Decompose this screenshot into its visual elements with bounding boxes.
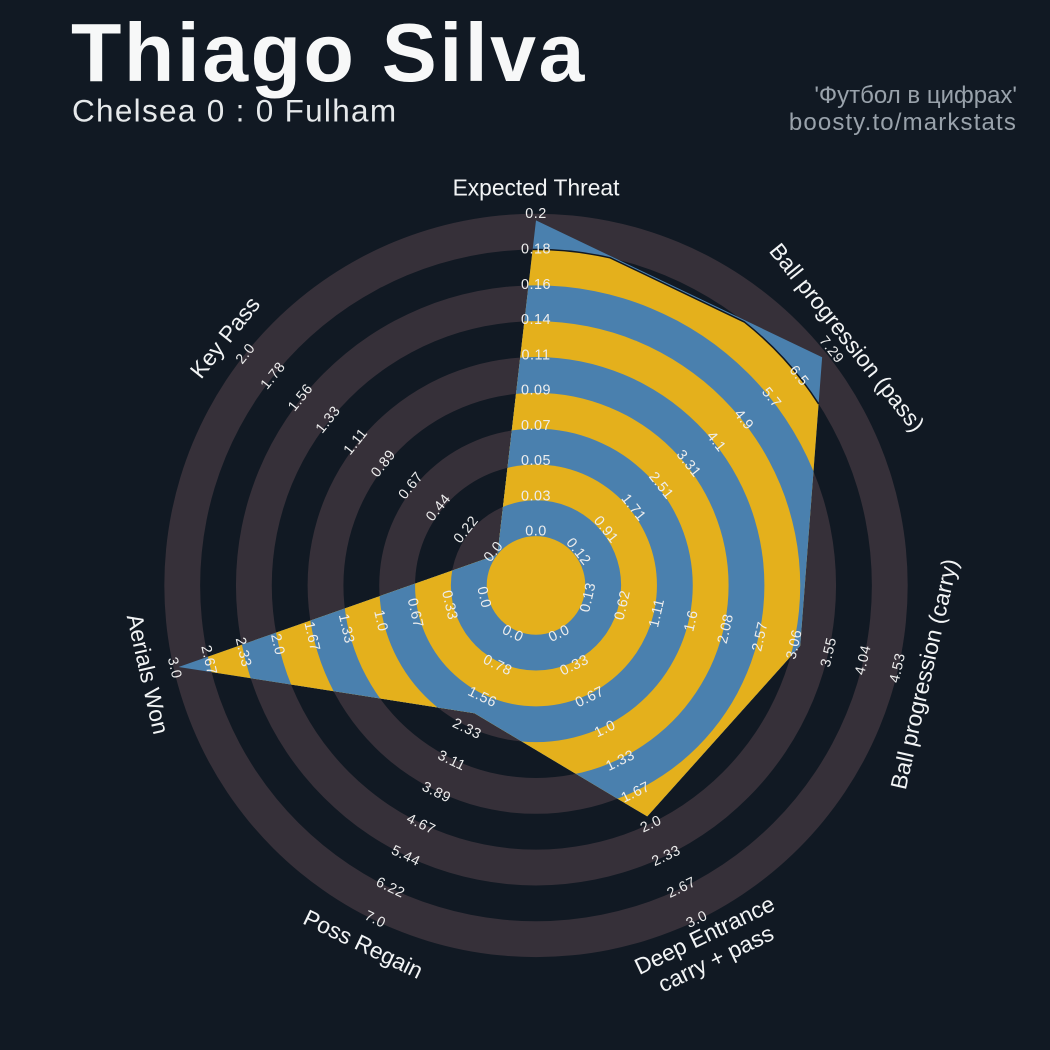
svg-text:Thiago Silva: Thiago Silva — [71, 7, 587, 99]
svg-text:Expected Threat: Expected Threat — [453, 174, 621, 200]
svg-text:0.0: 0.0 — [473, 585, 493, 610]
svg-text:0.09: 0.09 — [521, 383, 551, 399]
svg-text:0.18: 0.18 — [521, 242, 551, 258]
svg-text:2.08: 2.08 — [715, 612, 737, 645]
svg-text:0.67: 0.67 — [404, 597, 426, 630]
svg-text:0.2: 0.2 — [525, 206, 547, 222]
svg-text:3.06: 3.06 — [784, 628, 806, 661]
svg-text:1.0: 1.0 — [370, 609, 390, 634]
svg-text:0.14: 0.14 — [521, 312, 551, 328]
svg-text:1.11: 1.11 — [646, 597, 668, 629]
svg-text:0.16: 0.16 — [521, 277, 551, 293]
svg-text:0.03: 0.03 — [521, 488, 551, 504]
svg-text:0.07: 0.07 — [521, 418, 551, 434]
svg-text:0.0: 0.0 — [525, 524, 547, 540]
svg-text:4.53: 4.53 — [887, 652, 909, 685]
svg-text:2.67: 2.67 — [197, 644, 219, 677]
svg-text:Chelsea 0 : 0 Fulham: Chelsea 0 : 0 Fulham — [72, 93, 397, 129]
svg-text:boosty.to/markstats: boosty.to/markstats — [789, 109, 1017, 136]
svg-text:3.0: 3.0 — [164, 656, 184, 681]
svg-text:2.0: 2.0 — [267, 632, 287, 657]
svg-text:'Футбол в цифрах': 'Футбол в цифрах' — [814, 82, 1017, 109]
svg-text:0.05: 0.05 — [521, 453, 551, 469]
svg-text:0.62: 0.62 — [612, 589, 634, 622]
svg-text:1.33: 1.33 — [335, 612, 357, 645]
svg-text:1.67: 1.67 — [300, 620, 322, 653]
svg-text:4.04: 4.04 — [852, 644, 874, 677]
svg-text:2.33: 2.33 — [232, 636, 254, 669]
svg-text:1.6: 1.6 — [681, 609, 701, 634]
svg-text:3.55: 3.55 — [818, 636, 840, 669]
svg-text:2.57: 2.57 — [749, 620, 771, 653]
svg-text:0.11: 0.11 — [522, 347, 551, 363]
svg-text:0.13: 0.13 — [577, 581, 599, 614]
svg-text:0.33: 0.33 — [438, 589, 460, 622]
